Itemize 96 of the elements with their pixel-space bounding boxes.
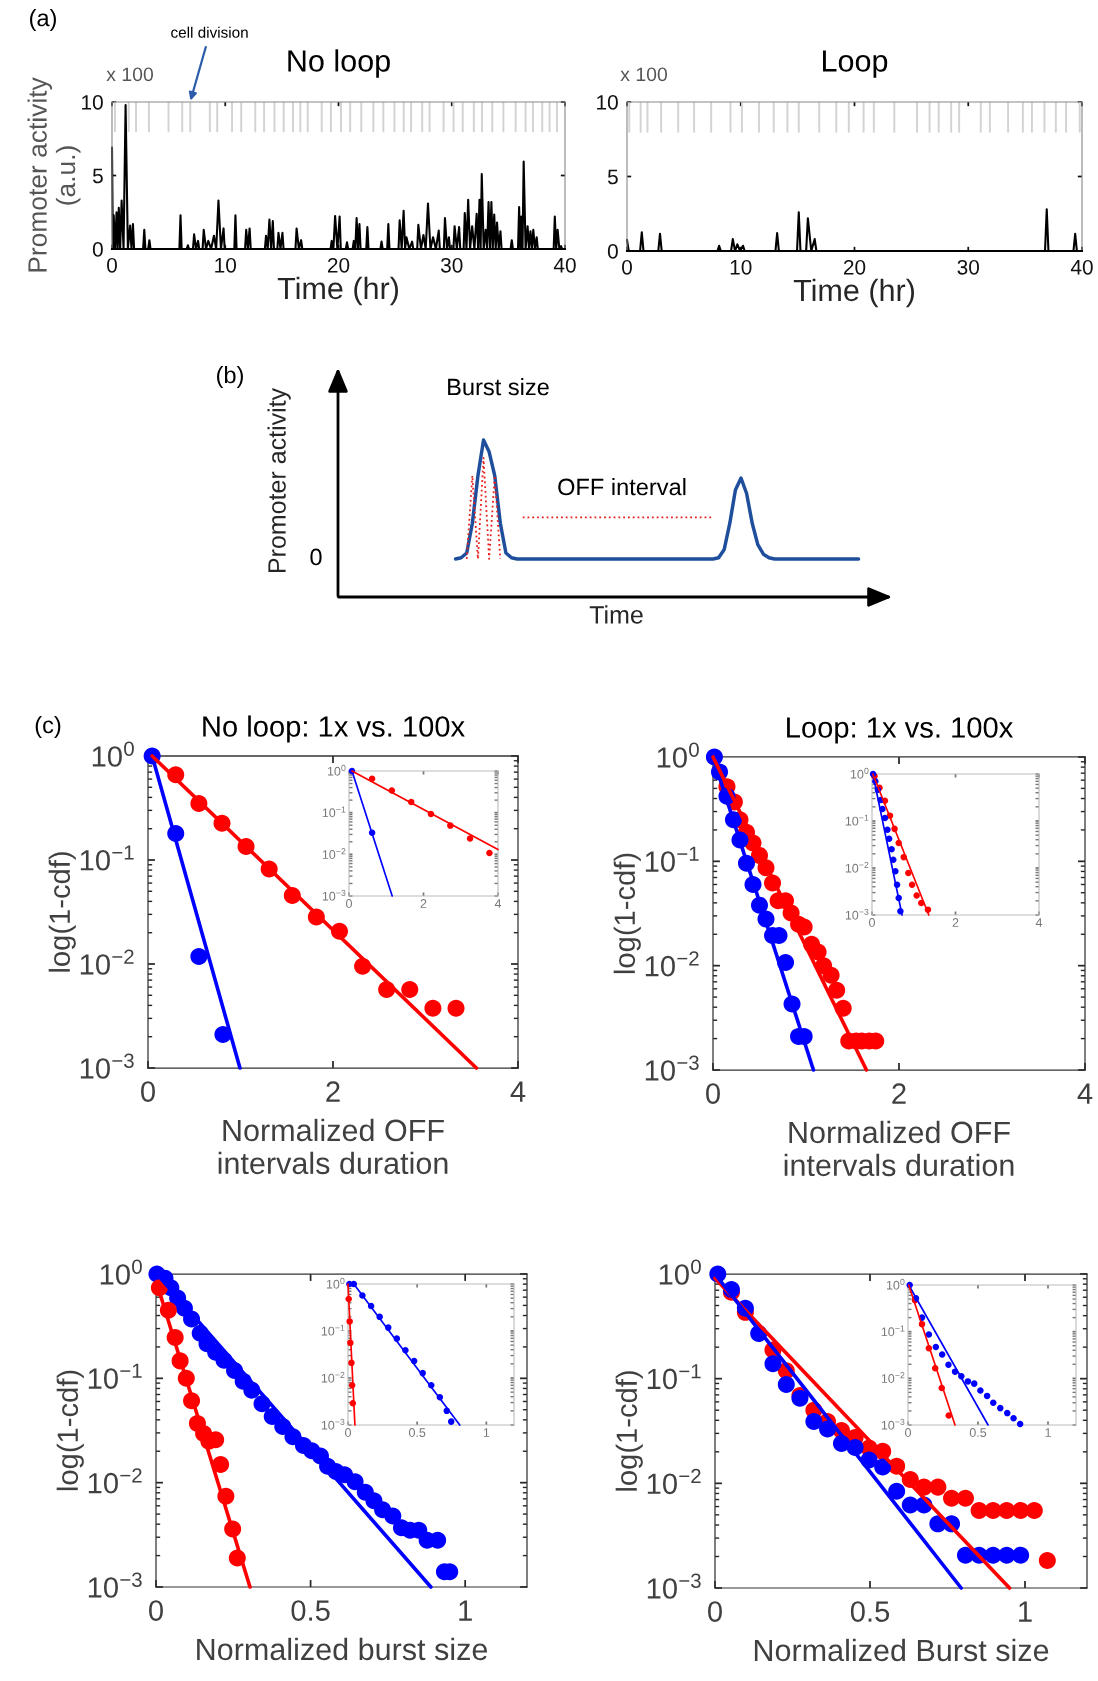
y-tick-label: 10$^{−1}$ (881, 1325, 905, 1337)
text: (c) (35, 716, 61, 738)
y-tick-label: 10 (597, 95, 618, 110)
y-tick-label: 10$^{0}$ (657, 742, 699, 768)
x-axis-title: Normalized burst size (197, 1637, 488, 1661)
x-tick-label: 0 (141, 1081, 155, 1102)
x-tick-label: 20 (843, 259, 866, 275)
y-axis-title: log(1-cdf) (615, 1371, 643, 1491)
y-axis-title: log(1-cdf) (56, 1370, 84, 1491)
y-tick-label: 10$^{−3}$ (80, 1053, 134, 1079)
y-tick-label: 10$^{−2}$ (322, 848, 346, 859)
y-tick-label: 0 (92, 242, 103, 257)
y-tick-label: 10$^{−1}$ (647, 1364, 701, 1390)
y-tick-label: 10$^{0}$ (100, 1259, 142, 1285)
x-tick-label: 1 (459, 1600, 472, 1621)
x-tick-label: 2 (952, 918, 959, 927)
y-axis-title: Promoter activity (267, 387, 291, 573)
y-tick-label: 10$^{−2}$ (645, 951, 699, 977)
y-tick-label: 5 (92, 168, 103, 184)
x-tick-label: 0.5 (850, 1601, 890, 1622)
x-tick-label: 40 (1070, 259, 1093, 275)
x-tick-label: 0 (706, 1083, 720, 1104)
y-tick-label: 10$^{−1}$ (80, 845, 134, 871)
text: 0 (310, 548, 322, 566)
y-tick-label: 10$^{−1}$ (322, 806, 346, 818)
x-tick-label: 4 (1035, 918, 1043, 927)
x-tick-label: 30 (440, 257, 463, 273)
y-tick-label: 10$^{−2}$ (321, 1371, 345, 1383)
x-tick-label: 20 (327, 257, 350, 273)
chart-title: Loop (823, 50, 888, 78)
x-tick-label: 4 (510, 1081, 526, 1102)
x-axis-title: Normalized Burst size (754, 1638, 1049, 1662)
y-tick-label: 10$^{0}$ (659, 1259, 701, 1285)
annotation: OFF interval (558, 478, 686, 496)
y-tick-label: 10$^{0}$ (327, 764, 346, 776)
text: x 100 (106, 67, 154, 82)
y-tick-label: 10$^{0}$ (886, 1278, 905, 1290)
x-tick-label: 0 (869, 918, 875, 927)
y-tick-label: 5 (607, 169, 618, 185)
chart-title: Loop: 1x vs. 100x (787, 717, 1013, 744)
y-tick-label: 10$^{−3}$ (321, 1418, 345, 1430)
y-tick-label: 10$^{−3}$ (322, 889, 346, 901)
text: (a) (30, 9, 56, 31)
x-tick-label: 2 (420, 899, 427, 908)
x-tick-label: 0 (149, 1600, 163, 1621)
y-tick-label: 10$^{0}$ (850, 767, 869, 779)
y-tick-label: 10$^{−1}$ (321, 1324, 345, 1336)
y-tick-label: 10$^{−2}$ (881, 1372, 905, 1383)
y-tick-label: 10$^{−2}$ (845, 861, 869, 873)
x-axis-title: Time (hr) (277, 276, 398, 306)
y-tick-label: 10$^{0}$ (326, 1277, 345, 1289)
y-axis-title: Promoter activity (a.u.) (27, 77, 81, 272)
x-tick-label: 0 (622, 259, 632, 275)
annotation: cell division (171, 26, 248, 38)
chart-title: No loop: 1x vs. 100x (203, 715, 465, 743)
y-tick-label: 10$^{−2}$ (88, 1468, 142, 1494)
x-axis-title: Normalized OFF intervals duration (784, 1120, 1014, 1177)
x-axis-title: Time (hr) (793, 278, 914, 308)
y-tick-label: 10$^{−1}$ (845, 814, 869, 826)
x-tick-label: 10 (730, 259, 752, 275)
x-tick-label: 2 (326, 1081, 340, 1102)
y-tick-label: 10$^{−2}$ (80, 949, 134, 975)
y-tick-label: 0 (607, 244, 618, 259)
y-tick-label: 10$^{−1}$ (645, 846, 699, 872)
x-tick-label: 4 (1077, 1083, 1093, 1104)
x-tick-label: 0.5 (291, 1600, 330, 1621)
chart-title: No loop (288, 49, 390, 78)
y-tick-label: 10$^{−1}$ (88, 1363, 142, 1389)
x-tick-label: 1 (483, 1428, 490, 1437)
x-tick-label: 2 (892, 1083, 906, 1104)
text: Burst size (448, 378, 549, 396)
x-tick-label: 30 (957, 259, 980, 275)
x-tick-label: 1 (1019, 1601, 1032, 1622)
x-tick-label: 10 (215, 257, 237, 273)
x-tick-label: 0.5 (969, 1428, 987, 1437)
y-axis-title: log(1-cdf) (613, 853, 641, 974)
x-tick-label: 40 (553, 257, 576, 273)
text: (b) (217, 366, 243, 388)
x-tick-label: 0 (905, 1428, 911, 1437)
x-axis-title: Time (589, 605, 643, 624)
y-tick-label: 10$^{−3}$ (647, 1573, 701, 1599)
text: x 100 (620, 67, 668, 82)
x-axis-title: Normalized OFF intervals duration (218, 1118, 448, 1175)
y-tick-label: 10$^{−3}$ (881, 1418, 905, 1430)
y-tick-label: 10$^{−3}$ (845, 908, 869, 920)
y-axis-title: log(1-cdf) (48, 852, 76, 972)
x-tick-label: 1 (1045, 1428, 1051, 1437)
y-tick-label: 10$^{0}$ (92, 741, 134, 767)
x-tick-label: 0.5 (408, 1428, 426, 1437)
y-tick-label: 10$^{−3}$ (88, 1572, 142, 1598)
y-tick-label: 10$^{−2}$ (647, 1468, 701, 1495)
x-tick-label: 0 (346, 899, 352, 908)
y-tick-label: 10 (82, 95, 103, 110)
x-tick-label: 4 (494, 899, 502, 908)
y-tick-label: 10$^{−3}$ (645, 1055, 699, 1081)
x-tick-label: 0 (708, 1601, 722, 1622)
